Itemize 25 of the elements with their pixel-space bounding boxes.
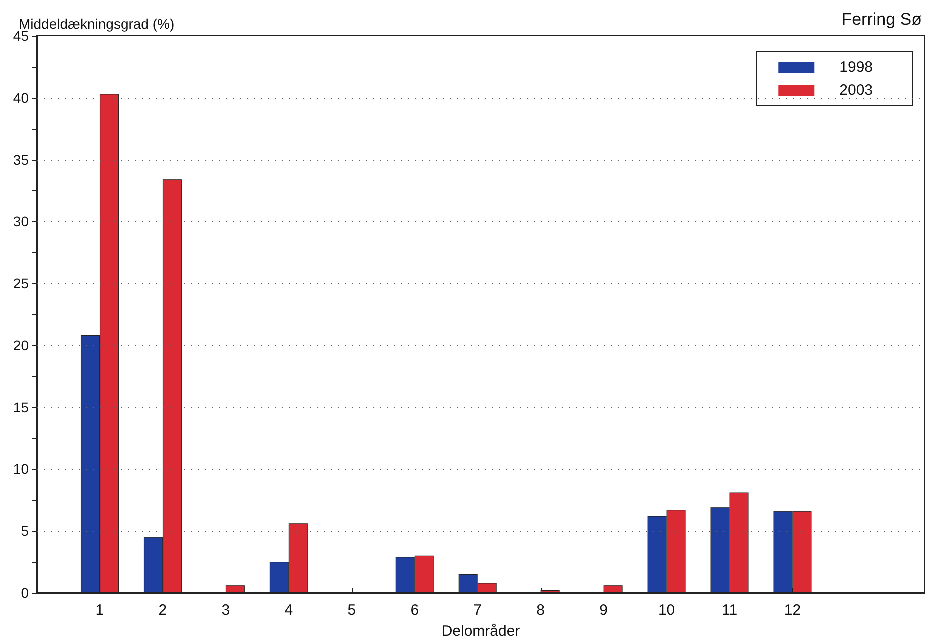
x-tick-label: 9 bbox=[600, 602, 608, 619]
x-axis-title: Delområder bbox=[442, 623, 520, 640]
y-tick-label: 30 bbox=[13, 214, 30, 230]
x-tick-label: 1 bbox=[96, 602, 104, 619]
chart-title: Ferring Sø bbox=[842, 10, 922, 29]
y-tick-label: 40 bbox=[13, 90, 30, 106]
x-tick-label: 3 bbox=[222, 602, 230, 619]
legend-label: 1998 bbox=[840, 59, 874, 76]
x-tick-label: 5 bbox=[348, 602, 356, 619]
y-tick-label: 25 bbox=[13, 276, 30, 292]
y-tick-label: 20 bbox=[13, 337, 30, 354]
x-tick-label: 10 bbox=[658, 602, 676, 619]
x-tick-label: 12 bbox=[784, 602, 802, 619]
x-tick-label: 4 bbox=[284, 602, 294, 619]
legend-label: 2003 bbox=[840, 82, 874, 99]
x-tick-label: 8 bbox=[536, 602, 545, 619]
y-tick-label: 5 bbox=[21, 523, 30, 540]
x-tick-label: 7 bbox=[474, 602, 482, 619]
x-tick-label: 11 bbox=[722, 602, 738, 619]
x-tick-label: 6 bbox=[410, 602, 420, 619]
y-tick-label: 10 bbox=[13, 461, 30, 478]
y-tick-label: 35 bbox=[13, 152, 30, 168]
x-tick-label: 2 bbox=[158, 602, 168, 619]
y-tick-label: 15 bbox=[13, 399, 30, 416]
y-tick-label: 0 bbox=[21, 585, 30, 601]
